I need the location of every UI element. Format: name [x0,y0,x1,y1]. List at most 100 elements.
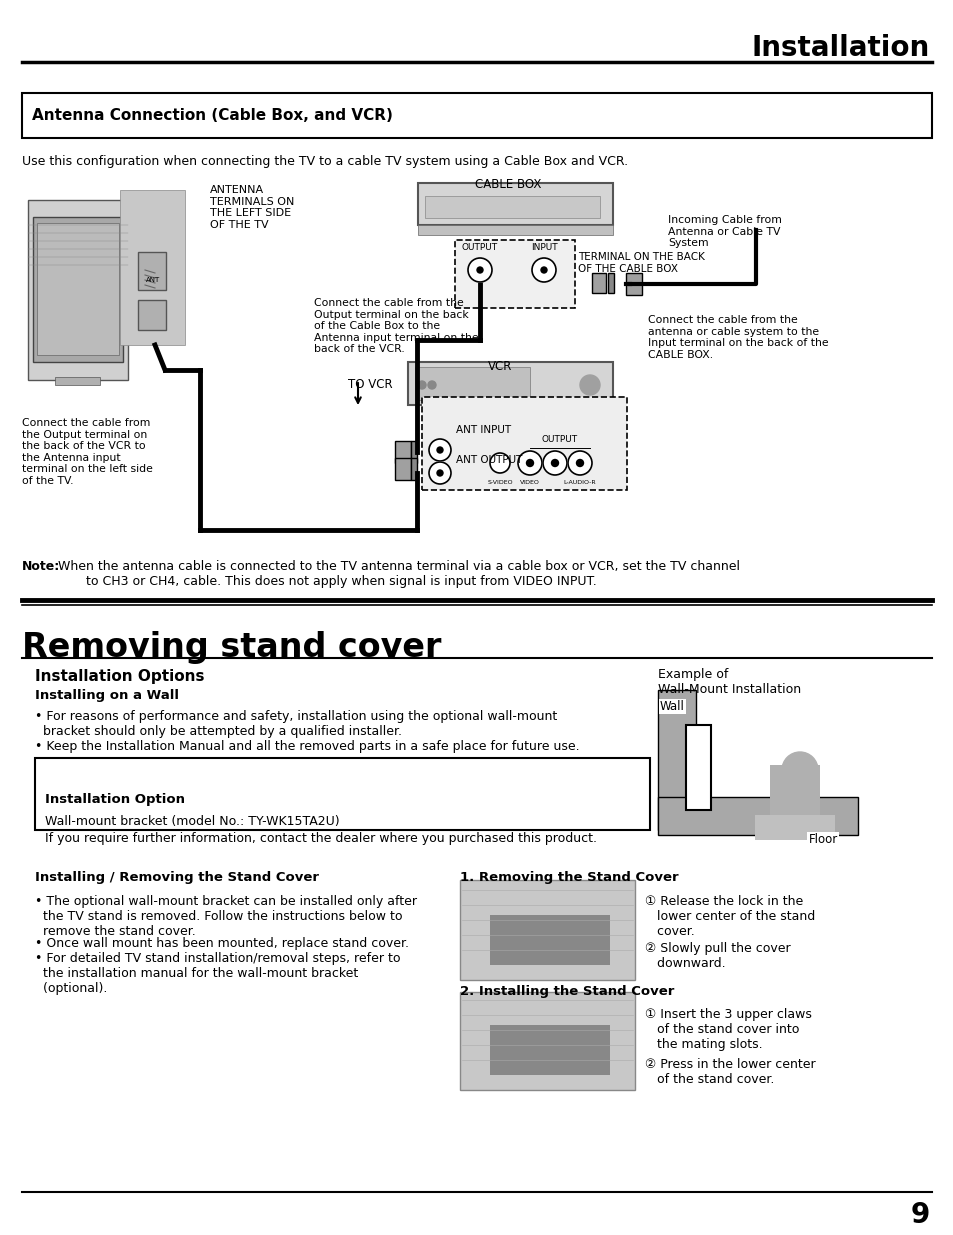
Text: • For detailed TV stand installation/removal steps, refer to
  the installation : • For detailed TV stand installation/rem… [35,952,400,995]
Text: Installation Option: Installation Option [45,794,185,806]
Text: Wall: Wall [659,700,684,713]
Circle shape [490,453,510,473]
Text: When the antenna cable is connected to the TV antenna terminal via a cable box o: When the antenna cable is connected to t… [54,559,740,588]
Circle shape [436,471,442,475]
Bar [592,273,605,293]
Circle shape [526,459,533,467]
Text: Connect the cable from the
Output terminal on the back
of the Cable Box to the
A: Connect the cable from the Output termin… [314,298,478,354]
Bar [395,441,411,463]
Text: the mating slots.: the mating slots. [644,1037,761,1051]
FancyBboxPatch shape [455,240,575,308]
Text: cover.: cover. [644,925,694,939]
Text: • The optional wall-mount bracket can be installed only after
  the TV stand is : • The optional wall-mount bracket can be… [35,895,416,939]
Text: Installation: Installation [751,35,929,62]
Text: VIDEO: VIDEO [519,480,539,485]
Text: ① Insert the 3 upper claws: ① Insert the 3 upper claws [644,1008,811,1021]
Bar [754,815,834,840]
Bar [411,458,416,480]
Text: CABLE BOX: CABLE BOX [475,178,540,191]
Circle shape [579,375,599,395]
Circle shape [428,382,436,389]
Bar [33,217,123,362]
Bar [37,224,119,354]
Text: Installing / Removing the Stand Cover: Installing / Removing the Stand Cover [35,872,318,884]
Text: 2. Installing the Stand Cover: 2. Installing the Stand Cover [459,986,674,999]
Circle shape [551,459,558,467]
Bar [459,992,635,1091]
Bar [411,441,416,463]
Bar [417,183,613,225]
Circle shape [476,267,482,273]
Text: lower center of the stand: lower center of the stand [644,910,815,923]
Text: ANT OUTPUT: ANT OUTPUT [456,454,522,466]
Bar [28,200,128,380]
Circle shape [417,382,426,389]
Text: Installing on a Wall: Installing on a Wall [35,688,179,701]
Bar [490,915,609,965]
Text: Note:: Note: [22,559,60,573]
Text: L-AUDIO-R: L-AUDIO-R [563,480,596,485]
Text: ANTENNA
TERMINALS ON
THE LEFT SIDE
OF THE TV: ANTENNA TERMINALS ON THE LEFT SIDE OF TH… [210,185,294,230]
Text: Connect the cable from the
antenna or cable system to the
Input terminal on the : Connect the cable from the antenna or ca… [647,315,828,359]
Bar [490,1025,609,1074]
Text: Removing stand cover: Removing stand cover [22,631,441,664]
Bar [415,367,530,400]
Bar [395,458,411,480]
Text: ② Slowly pull the cover: ② Slowly pull the cover [644,942,790,955]
Circle shape [540,267,546,273]
Circle shape [781,752,817,788]
Circle shape [567,451,592,475]
Bar [408,362,613,405]
Text: VCR: VCR [487,359,512,373]
Circle shape [468,258,492,282]
Bar [625,273,641,295]
Text: Connect the cable from
the Output terminal on
the back of the VCR to
the Antenna: Connect the cable from the Output termin… [22,417,152,487]
Text: 1. Removing the Stand Cover: 1. Removing the Stand Cover [459,872,678,884]
Text: OUTPUT: OUTPUT [461,243,497,252]
Circle shape [576,459,583,467]
Text: ① Release the lock in the: ① Release the lock in the [644,895,802,908]
Text: of the stand cover.: of the stand cover. [644,1073,774,1086]
Bar [138,252,166,290]
Circle shape [517,451,541,475]
Text: of the stand cover into: of the stand cover into [644,1023,799,1036]
Text: Incoming Cable from
Antenna or Cable TV
System: Incoming Cable from Antenna or Cable TV … [667,215,781,248]
Circle shape [429,438,451,461]
Text: 9: 9 [910,1200,929,1229]
Bar [658,797,857,835]
Text: Installation Options: Installation Options [35,668,204,683]
Text: Wall-mount bracket (model No.: TY-WK15TA2U): Wall-mount bracket (model No.: TY-WK15TA… [45,815,339,827]
Text: INPUT: INPUT [530,243,557,252]
Text: TERMINAL ON THE BACK
OF THE CABLE BOX: TERMINAL ON THE BACK OF THE CABLE BOX [578,252,704,274]
Text: ANT: ANT [146,277,160,283]
Bar [658,690,696,830]
Text: • Keep the Installation Manual and all the removed parts in a safe place for fut: • Keep the Installation Manual and all t… [35,740,579,753]
Text: Example of: Example of [658,668,727,680]
Circle shape [429,462,451,484]
Circle shape [436,447,442,453]
Text: OUTPUT: OUTPUT [541,436,578,445]
Text: Wall-Mount Installation: Wall-Mount Installation [658,683,801,697]
Text: • Once wall mount has been mounted, replace stand cover.: • Once wall mount has been mounted, repl… [35,937,409,950]
Text: downward.: downward. [644,957,725,969]
Text: ANT INPUT: ANT INPUT [456,425,511,435]
Circle shape [532,258,556,282]
Text: Antenna Connection (Cable Box, and VCR): Antenna Connection (Cable Box, and VCR) [32,109,393,124]
Bar [424,196,599,219]
Text: Use this configuration when connecting the TV to a cable TV system using a Cable: Use this configuration when connecting t… [22,156,627,168]
Text: TO VCR: TO VCR [348,378,393,391]
Bar [769,764,820,820]
Text: S-VIDEO: S-VIDEO [487,480,513,485]
Bar [55,377,100,385]
Bar [138,300,166,330]
Bar [607,273,614,293]
Bar [685,725,710,810]
Text: • For reasons of performance and safety, installation using the optional wall-mo: • For reasons of performance and safety,… [35,710,557,739]
Bar [22,93,931,138]
Text: Floor: Floor [808,832,837,846]
FancyBboxPatch shape [421,396,626,490]
Circle shape [542,451,566,475]
Bar [459,881,635,981]
Bar [417,225,613,235]
Text: ② Press in the lower center: ② Press in the lower center [644,1058,815,1071]
